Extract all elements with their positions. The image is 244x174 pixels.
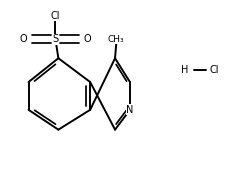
Text: O: O — [19, 34, 27, 44]
Text: H: H — [181, 65, 189, 75]
Text: Cl: Cl — [209, 65, 219, 75]
Text: S: S — [52, 34, 59, 44]
Text: Cl: Cl — [51, 11, 60, 21]
Text: CH₃: CH₃ — [108, 35, 125, 44]
Text: O: O — [84, 34, 92, 44]
Text: N: N — [126, 105, 134, 115]
